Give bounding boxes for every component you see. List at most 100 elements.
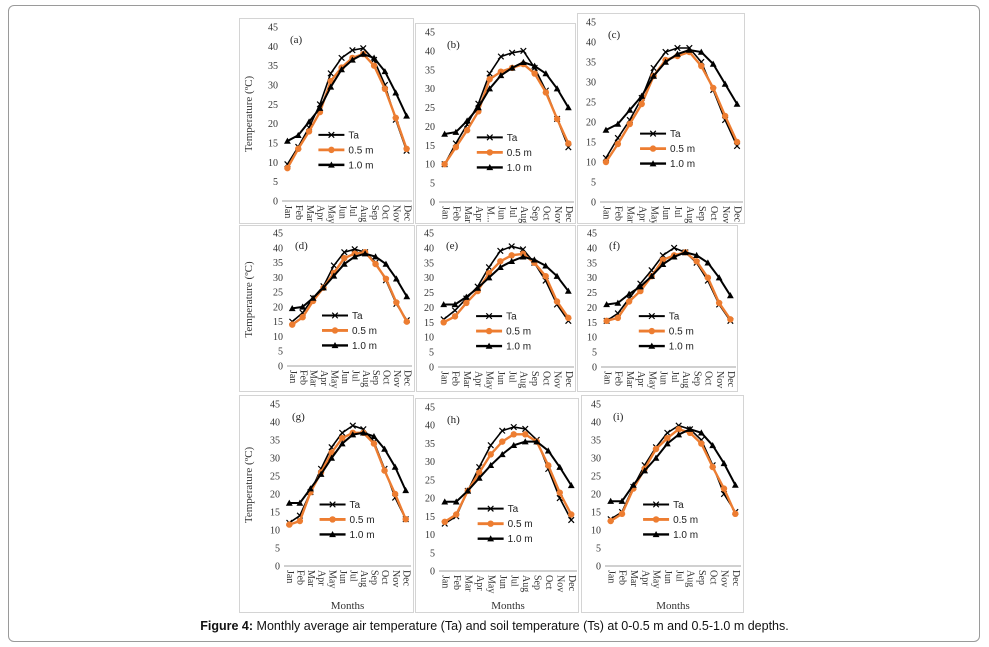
x-tick-label: Jan [282, 205, 293, 218]
data-point [485, 270, 493, 277]
y-tick-label: 40 [586, 38, 596, 49]
panel-label: (c) [608, 29, 621, 41]
series-line [443, 62, 570, 165]
y-tick-label: 40 [591, 418, 601, 429]
y-tick-label: 35 [591, 436, 601, 447]
data-point [372, 260, 379, 268]
y-tick-label: 0 [273, 197, 278, 208]
legend-entry: Ta [352, 311, 363, 322]
data-point [474, 104, 482, 111]
data-point [499, 438, 506, 445]
data-point [652, 454, 660, 461]
data-point [370, 62, 378, 69]
y-tick-label: 20 [268, 119, 278, 130]
data-point [726, 292, 734, 299]
data-point [486, 70, 493, 77]
data-point [519, 253, 527, 260]
legend-entry: Ta [348, 130, 359, 141]
y-tick-label: 25 [425, 475, 435, 486]
series-line [444, 433, 573, 523]
x-tick-label: Sep [369, 570, 380, 585]
series-d10 [602, 46, 741, 133]
legend-marker [649, 145, 657, 152]
data-point [697, 48, 705, 55]
chart-panel-9: 0 5 10 15 20 25 30 35 40 45 Jan Feb Mar Apr May Jun Jul A… [581, 395, 744, 613]
legend: Ta 0.5 m 1.0 m [322, 311, 377, 352]
data-point [637, 287, 644, 295]
data-point [294, 131, 302, 138]
data-point [497, 258, 504, 265]
series-line [288, 431, 407, 526]
data-point [498, 450, 506, 458]
data-point [698, 440, 705, 447]
legend-entry: Ta [350, 500, 361, 511]
data-point [704, 274, 712, 281]
data-point [602, 158, 610, 166]
x-tick-label: Nov [554, 575, 565, 592]
x-tick-label: Oct [381, 370, 392, 385]
data-point [520, 47, 527, 55]
y-tick-label: 45 [591, 400, 601, 411]
data-point [463, 117, 471, 124]
x-tick-label: May [648, 206, 659, 224]
data-point [349, 422, 357, 429]
x-tick-label: Feb [613, 206, 624, 221]
series-line [610, 428, 737, 503]
y-tick-label: 25 [425, 103, 435, 114]
y-tick-label: 30 [270, 454, 280, 465]
x-tick-label: Oct [543, 575, 554, 590]
data-point [441, 161, 448, 168]
y-tick-label: 15 [591, 508, 601, 519]
x-tick-label: Mar [628, 570, 639, 587]
x-tick-label: Jun [337, 570, 348, 584]
series-d10 [288, 250, 411, 312]
x-tick-label: Sep [370, 370, 381, 385]
data-point [452, 144, 460, 151]
x-tick-label: Jan [439, 206, 450, 219]
data-point [670, 253, 678, 260]
chart-panel-8: 0 5 10 15 20 25 30 35 40 45 Jan Feb Mar Apr May Jun Jul A… [415, 398, 579, 613]
x-tick-label: Jun [336, 205, 347, 219]
chart-panel-2: 0 5 10 15 20 25 30 35 40 45 Jan Feb Mar Apr M... Jun Jul… [415, 23, 576, 224]
y-tick-label: 10 [268, 158, 278, 169]
x-tick-label: Apr [636, 206, 647, 222]
y-axis-label: Temperature (ºC) [243, 261, 255, 338]
data-point [720, 485, 728, 492]
data-point [638, 92, 646, 99]
x-tick-label: Dec [563, 371, 574, 388]
data-point [288, 304, 296, 312]
data-point [441, 130, 449, 137]
legend-entry: 0.5 m [670, 144, 695, 155]
data-point [698, 62, 705, 70]
y-tick-label: 0 [592, 363, 597, 374]
x-tick-label: May [485, 575, 496, 593]
x-axis-label: Months [491, 600, 525, 612]
data-point [720, 460, 728, 467]
data-point [662, 58, 669, 65]
data-point [675, 426, 682, 433]
y-axis-label: Temperature (ºC) [243, 76, 255, 153]
y-tick-label: 15 [587, 318, 597, 329]
data-point [330, 262, 338, 269]
chart-svg: 0 5 10 15 20 25 30 35 40 45 Jan Feb Mar Apr May Jun Jul A… [243, 400, 411, 613]
y-tick-label: 45 [268, 23, 278, 34]
legend-marker [329, 501, 336, 508]
data-point [625, 298, 633, 305]
y-tick-label: 25 [424, 288, 434, 299]
x-tick-label: Feb [293, 205, 304, 220]
data-point [327, 83, 335, 90]
x-tick-label: May [329, 370, 340, 388]
x-tick-label: Feb [297, 370, 308, 385]
legend-marker [648, 312, 656, 320]
data-point [625, 290, 633, 297]
data-point [568, 511, 575, 518]
x-tick-label: Apr [315, 205, 326, 221]
data-point [299, 314, 306, 321]
legend: Ta 0.5 m 1.0 m [643, 500, 698, 541]
x-tick-label: Apr [635, 371, 646, 387]
y-tick-label: 5 [591, 178, 596, 189]
x-tick-label: Jan [605, 570, 616, 583]
series-d10 [440, 253, 572, 308]
data-point [317, 470, 325, 477]
data-point [381, 68, 389, 75]
